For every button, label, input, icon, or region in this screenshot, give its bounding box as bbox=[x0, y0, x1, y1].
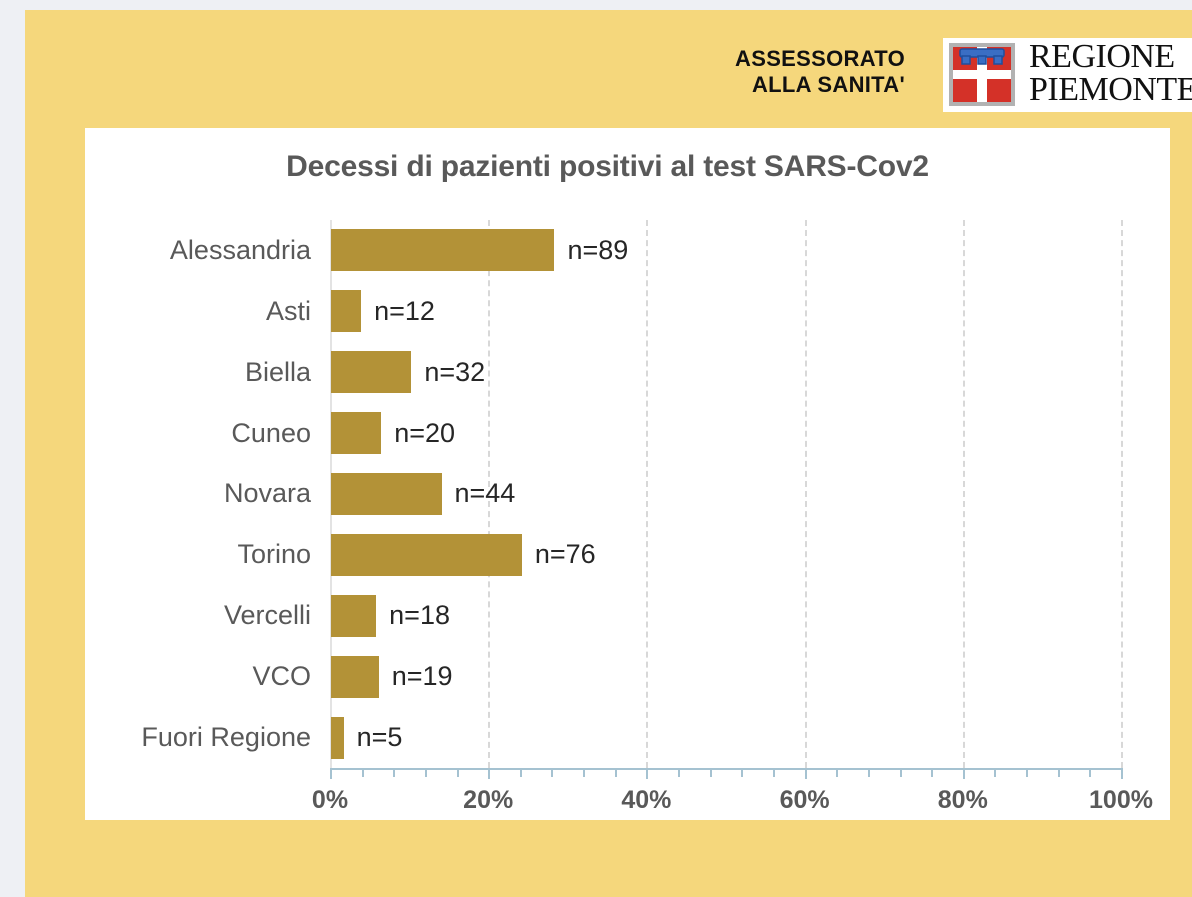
x-axis-tick-label: 20% bbox=[463, 786, 514, 814]
piemonte-shield-icon bbox=[949, 43, 1015, 106]
bar-value-label: n=18 bbox=[389, 600, 450, 631]
x-axis-tick-label: 0% bbox=[311, 786, 349, 814]
region-line2: PIEMONTE bbox=[1029, 71, 1192, 108]
regione-piemonte-logo: REGIONE PIEMONTE bbox=[943, 38, 1192, 112]
category-label: Alessandria bbox=[169, 234, 311, 265]
x-axis-minor-tick bbox=[931, 770, 934, 777]
chart-panel: Decessi di pazienti positivi al test SAR… bbox=[85, 128, 1170, 820]
x-axis-major-tick bbox=[1121, 770, 1123, 779]
x-axis-major-tick bbox=[804, 770, 807, 779]
plot-area: Alessandria n=89 Asti n=12 Biella n=32 Cuneo n=… bbox=[85, 128, 1170, 820]
bar-value-label: n=44 bbox=[454, 478, 516, 509]
bar-value-label: n=76 bbox=[534, 539, 596, 570]
x-axis-major-tick bbox=[646, 770, 649, 779]
bar-value-label: n=20 bbox=[394, 417, 456, 448]
category-label: Fuori Regione bbox=[141, 722, 311, 753]
x-axis-major-tick bbox=[962, 770, 965, 779]
category-label: VCO bbox=[252, 661, 311, 692]
category-label: Torino bbox=[237, 539, 311, 570]
x-axis-tick-label: 60% bbox=[779, 786, 830, 814]
bar-value-label: n=5 bbox=[356, 722, 403, 753]
gridline-80 bbox=[962, 220, 965, 768]
x-axis-minor-tick bbox=[994, 770, 997, 777]
x-axis-minor-tick bbox=[551, 770, 554, 777]
x-axis-tick-label: 100% bbox=[1089, 786, 1153, 814]
x-axis-minor-tick bbox=[678, 770, 681, 777]
bar bbox=[331, 716, 344, 759]
x-axis-minor-tick bbox=[614, 770, 617, 777]
bar-value-label: n=89 bbox=[567, 234, 629, 265]
gridline-40 bbox=[646, 220, 649, 768]
x-axis-minor-tick bbox=[1089, 770, 1092, 777]
assessorato-line1: ASSESSORATO bbox=[735, 46, 905, 71]
bar bbox=[331, 533, 522, 576]
x-axis-minor-tick bbox=[424, 770, 427, 777]
bar bbox=[331, 473, 442, 515]
category-label: Biella bbox=[244, 356, 311, 387]
bar bbox=[331, 412, 382, 455]
x-axis-minor-tick bbox=[772, 770, 775, 777]
x-axis-minor-tick bbox=[899, 770, 902, 777]
x-axis-line bbox=[330, 768, 1123, 770]
region-name-text: REGIONE PIEMONTE bbox=[1029, 38, 1192, 108]
bar bbox=[331, 290, 362, 333]
bar bbox=[331, 655, 379, 698]
x-axis-minor-tick bbox=[1057, 770, 1060, 777]
bar-value-label: n=19 bbox=[391, 661, 453, 692]
x-axis-minor-tick bbox=[741, 770, 744, 777]
gridline-20 bbox=[488, 220, 491, 768]
category-label: Asti bbox=[265, 295, 311, 326]
bar-value-label: n=12 bbox=[374, 295, 435, 326]
category-label: Novara bbox=[223, 478, 311, 509]
gridline-60 bbox=[804, 220, 807, 768]
assessorato-header: ASSESSORATO ALLA SANITA' bbox=[735, 46, 905, 98]
chart-title: Decessi di pazienti positivi al test SAR… bbox=[286, 150, 929, 183]
bar bbox=[331, 351, 412, 394]
assessorato-line2: ALLA SANITA' bbox=[751, 72, 905, 97]
x-axis-tick-label: 40% bbox=[621, 786, 672, 814]
x-axis-minor-tick bbox=[583, 770, 586, 777]
x-axis-minor-tick bbox=[836, 770, 839, 777]
x-axis-major-tick bbox=[330, 770, 332, 779]
x-axis-minor-tick bbox=[867, 770, 870, 777]
region-line1: REGIONE bbox=[1029, 38, 1175, 75]
x-axis-major-tick bbox=[488, 770, 491, 779]
category-label: Cuneo bbox=[231, 417, 311, 448]
bar bbox=[331, 594, 377, 637]
category-label: Vercelli bbox=[223, 600, 311, 631]
x-axis-minor-tick bbox=[519, 770, 522, 777]
bar-value-label: n=32 bbox=[424, 356, 486, 387]
x-axis-minor-tick bbox=[361, 770, 364, 777]
x-axis-minor-tick bbox=[1026, 770, 1029, 777]
x-axis-tick-label: 80% bbox=[937, 786, 988, 814]
gridline-100 bbox=[1121, 220, 1123, 768]
bar bbox=[331, 229, 555, 272]
x-axis-minor-tick bbox=[393, 770, 396, 777]
x-axis-minor-tick bbox=[456, 770, 459, 777]
x-axis-minor-tick bbox=[709, 770, 712, 777]
